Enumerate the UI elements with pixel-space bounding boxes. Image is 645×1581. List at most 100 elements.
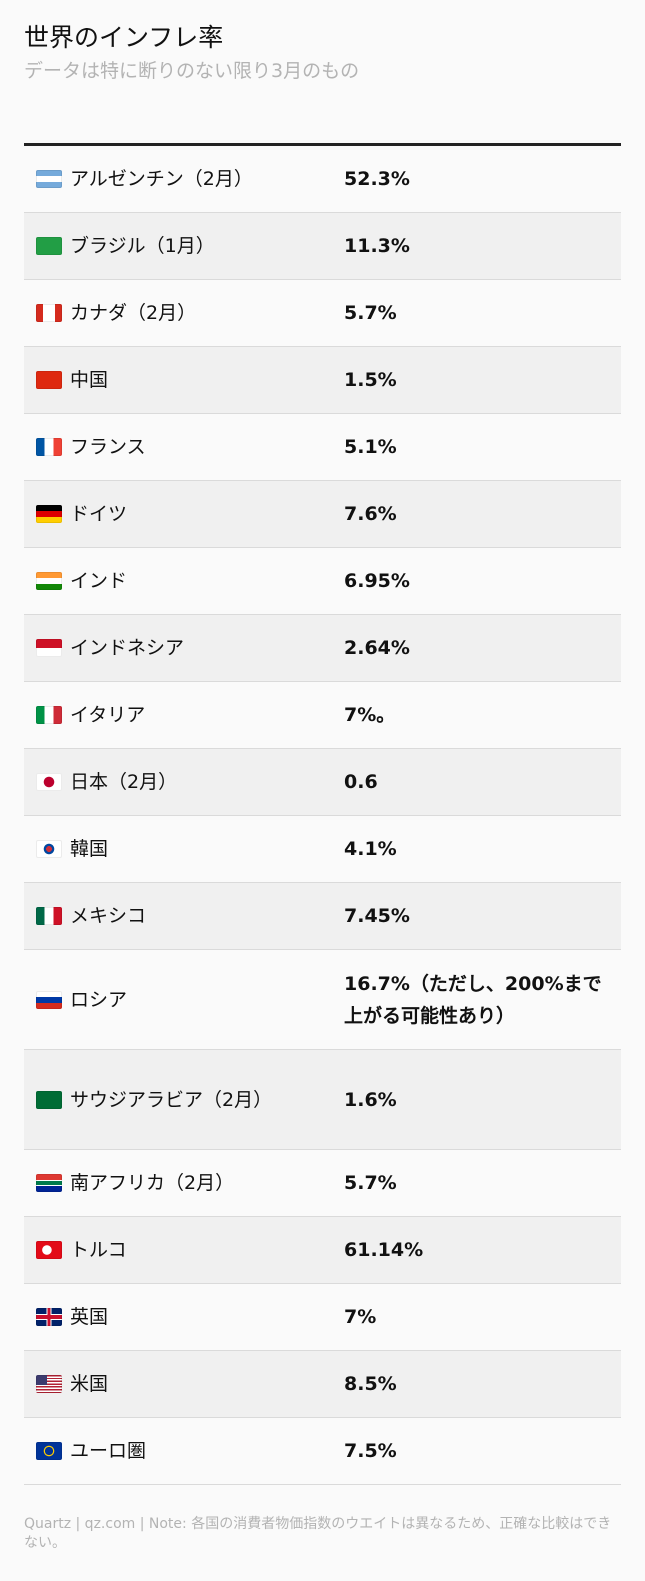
table-row: 韓国 4.1% bbox=[24, 815, 621, 883]
inflation-value: 5.1% bbox=[344, 413, 621, 481]
south-korea-flag-icon bbox=[36, 840, 62, 858]
country-cell: カナダ（2月） bbox=[24, 279, 344, 347]
country-cell: ドイツ bbox=[24, 480, 344, 548]
table-row: アルゼンチン（2月） 52.3% bbox=[24, 146, 621, 213]
country-cell: 米国 bbox=[24, 1350, 344, 1418]
country-cell: 南アフリカ（2月） bbox=[24, 1149, 344, 1217]
table-row: ドイツ 7.6% bbox=[24, 480, 621, 548]
inflation-value: 61.14% bbox=[344, 1216, 621, 1284]
table-row: 日本（2月） 0.6 bbox=[24, 748, 621, 816]
italy-flag-icon bbox=[36, 706, 62, 724]
country-label: インドネシア bbox=[70, 637, 185, 659]
argentina-flag-icon bbox=[36, 170, 62, 188]
table-row: インド 6.95% bbox=[24, 547, 621, 615]
table-row: 英国 7% bbox=[24, 1283, 621, 1351]
country-cell: 英国 bbox=[24, 1283, 344, 1351]
japan-flag-icon bbox=[36, 773, 62, 791]
france-flag-icon bbox=[36, 438, 62, 456]
inflation-value: 1.6% bbox=[344, 1049, 621, 1150]
inflation-value: 1.5% bbox=[344, 346, 621, 414]
country-cell: 日本（2月） bbox=[24, 748, 344, 816]
table-row: 中国 1.5% bbox=[24, 346, 621, 414]
chart-title: 世界のインフレ率 bbox=[24, 23, 224, 52]
eu-flag-icon bbox=[36, 1442, 62, 1460]
inflation-value: 11.3% bbox=[344, 212, 621, 280]
country-label: ブラジル（1月） bbox=[70, 235, 215, 257]
country-label: フランス bbox=[70, 436, 146, 458]
germany-flag-icon bbox=[36, 505, 62, 523]
table-row: ブラジル（1月） 11.3% bbox=[24, 212, 621, 280]
country-cell: 韓国 bbox=[24, 815, 344, 883]
table-row: インドネシア 2.64% bbox=[24, 614, 621, 682]
saudi-arabia-flag-icon bbox=[36, 1090, 62, 1109]
inflation-value: 4.1% bbox=[344, 815, 621, 883]
south-africa-flag-icon bbox=[36, 1174, 62, 1192]
country-cell: インド bbox=[24, 547, 344, 615]
inflation-table: アルゼンチン（2月） 52.3% ブラジル（1月） 11.3% カナダ（2月） 5.7% 中… bbox=[24, 146, 621, 1485]
country-cell: ユーロ圏 bbox=[24, 1417, 344, 1485]
inflation-value: 7.6% bbox=[344, 480, 621, 548]
inflation-value: 0.6 bbox=[344, 748, 621, 816]
country-label: サウジアラビア（2月） bbox=[70, 1088, 273, 1111]
country-cell: インドネシア bbox=[24, 614, 344, 682]
country-label: 英国 bbox=[70, 1306, 109, 1328]
chart-subtitle: データは特に断りのない限り3月のもの bbox=[24, 60, 360, 82]
inflation-value: 7%。 bbox=[344, 681, 621, 749]
country-label: 中国 bbox=[70, 369, 109, 391]
table-row: トルコ 61.14% bbox=[24, 1216, 621, 1284]
canada-flag-icon bbox=[36, 304, 62, 322]
inflation-value: 5.7% bbox=[344, 279, 621, 347]
mexico-flag-icon bbox=[36, 907, 62, 925]
turkey-flag-icon bbox=[36, 1241, 62, 1259]
header-rule bbox=[24, 143, 621, 146]
china-flag-icon bbox=[36, 371, 62, 389]
us-flag-icon bbox=[36, 1375, 62, 1393]
country-cell: メキシコ bbox=[24, 882, 344, 950]
country-cell: ブラジル（1月） bbox=[24, 212, 344, 280]
source-note: Quartz | qz.com | Note: 各国の消費者物価指数のウエイトは… bbox=[24, 1516, 612, 1551]
country-cell: イタリア bbox=[24, 681, 344, 749]
country-label: インド bbox=[70, 570, 128, 592]
inflation-value: 6.95% bbox=[344, 547, 621, 615]
inflation-value: 16.7%（ただし、200%まで上がる可能性あり） bbox=[344, 949, 621, 1050]
country-cell: フランス bbox=[24, 413, 344, 481]
country-label: トルコ bbox=[70, 1239, 127, 1261]
inflation-value: 52.3% bbox=[344, 146, 621, 213]
country-label: 日本（2月） bbox=[70, 771, 178, 793]
country-label: メキシコ bbox=[70, 905, 147, 927]
country-cell: アルゼンチン（2月） bbox=[24, 146, 344, 213]
country-label: ロシア bbox=[70, 988, 128, 1011]
inflation-value: 8.5% bbox=[344, 1350, 621, 1418]
country-cell: トルコ bbox=[24, 1216, 344, 1284]
table-row: メキシコ 7.45% bbox=[24, 882, 621, 950]
russia-flag-icon bbox=[36, 990, 62, 1009]
inflation-value: 7.5% bbox=[344, 1417, 621, 1485]
table-row: 米国 8.5% bbox=[24, 1350, 621, 1418]
table-row: カナダ（2月） 5.7% bbox=[24, 279, 621, 347]
brazil-flag-icon bbox=[36, 237, 62, 255]
inflation-value: 7% bbox=[344, 1283, 621, 1351]
uk-flag-icon bbox=[36, 1308, 62, 1326]
country-cell: サウジアラビア（2月） bbox=[24, 1049, 344, 1150]
table-row: 南アフリカ（2月） 5.7% bbox=[24, 1149, 621, 1217]
table-row: イタリア 7%。 bbox=[24, 681, 621, 749]
country-cell: 中国 bbox=[24, 346, 344, 414]
table-row: ロシア 16.7%（ただし、200%まで上がる可能性あり） bbox=[24, 949, 621, 1050]
table-row: フランス 5.1% bbox=[24, 413, 621, 481]
table-row: サウジアラビア（2月） 1.6% bbox=[24, 1049, 621, 1150]
country-label: 韓国 bbox=[70, 838, 109, 860]
country-label: 米国 bbox=[70, 1373, 109, 1395]
india-flag-icon bbox=[36, 572, 62, 590]
country-cell: ロシア bbox=[24, 949, 344, 1050]
inflation-value: 2.64% bbox=[344, 614, 621, 682]
country-label: 南アフリカ（2月） bbox=[70, 1172, 235, 1194]
country-label: ドイツ bbox=[70, 503, 128, 525]
country-label: カナダ（2月） bbox=[70, 302, 197, 324]
country-label: アルゼンチン（2月） bbox=[70, 168, 253, 190]
country-label: ユーロ圏 bbox=[70, 1440, 147, 1462]
inflation-value: 7.45% bbox=[344, 882, 621, 950]
country-label: イタリア bbox=[70, 704, 146, 726]
table-row: ユーロ圏 7.5% bbox=[24, 1417, 621, 1485]
inflation-value: 5.7% bbox=[344, 1149, 621, 1217]
